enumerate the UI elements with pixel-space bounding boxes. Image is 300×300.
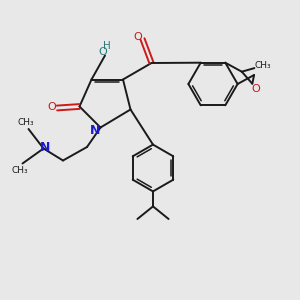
Text: O: O <box>98 47 107 57</box>
Text: O: O <box>47 101 56 112</box>
Text: O: O <box>251 84 260 94</box>
Text: CH₃: CH₃ <box>18 118 34 127</box>
Text: O: O <box>134 32 142 43</box>
Text: N: N <box>40 141 50 154</box>
Text: CH₃: CH₃ <box>12 166 28 175</box>
Text: CH₃: CH₃ <box>254 61 271 70</box>
Text: H: H <box>103 41 110 52</box>
Text: N: N <box>90 124 100 137</box>
